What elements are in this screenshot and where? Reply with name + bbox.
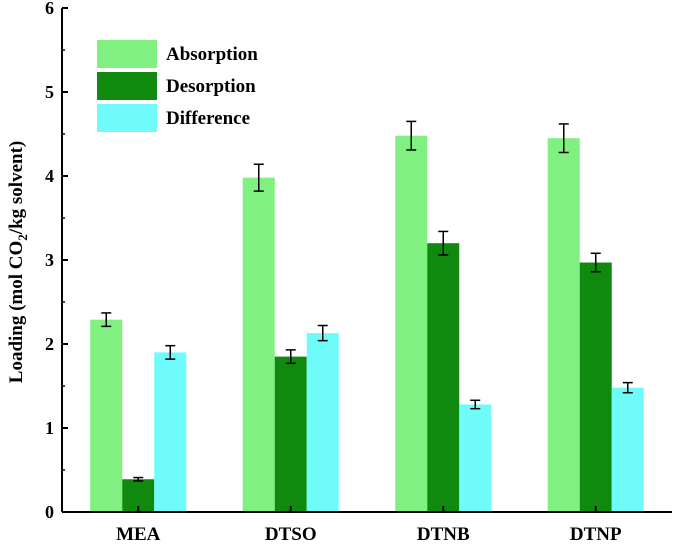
y-axis-title-part2: /kg solvent) bbox=[6, 141, 27, 235]
y-tick-label: 6 bbox=[45, 0, 54, 18]
y-tick-label: 5 bbox=[45, 82, 54, 102]
y-axis-ticks: 0 1 2 3 4 5 6 bbox=[45, 0, 68, 522]
y-axis-title: Loading (mol CO2/kg solvent) bbox=[6, 141, 30, 383]
legend: Absorption Desorption Difference bbox=[97, 40, 258, 132]
bar-absorption-dtnb bbox=[395, 135, 428, 512]
y-tick-label: 0 bbox=[45, 502, 54, 522]
bar-absorption-dtso bbox=[242, 177, 275, 512]
y-tick-label: 1 bbox=[45, 418, 54, 438]
legend-label-difference: Difference bbox=[166, 108, 250, 129]
legend-swatch-desorption bbox=[97, 72, 157, 100]
legend-label-desorption: Desorption bbox=[166, 76, 256, 97]
bar-desorption-dtnb bbox=[427, 243, 460, 512]
x-tick-label: DTNP bbox=[570, 524, 622, 545]
bar-difference-dtnb bbox=[459, 404, 492, 512]
bar-difference-mea bbox=[154, 352, 187, 512]
y-tick-label: 3 bbox=[45, 250, 54, 270]
bars bbox=[90, 135, 644, 512]
x-axis-ticks: MEA DTSO DTNB DTNP bbox=[116, 506, 622, 545]
legend-swatch-difference bbox=[97, 104, 157, 132]
error-bars bbox=[101, 120, 633, 482]
x-tick-label: DTSO bbox=[265, 524, 317, 545]
bar-absorption-mea bbox=[90, 319, 123, 512]
x-tick-label: DTNB bbox=[417, 524, 470, 545]
bar-absorption-dtnp bbox=[547, 138, 580, 512]
legend-swatch-absorption bbox=[97, 40, 157, 68]
y-tick-label: 4 bbox=[45, 166, 54, 186]
bar-difference-dtso bbox=[306, 333, 339, 512]
y-tick-label: 2 bbox=[45, 334, 54, 354]
y-axis-title-part1: Loading (mol CO bbox=[6, 241, 27, 384]
bar-difference-dtnp bbox=[611, 387, 644, 512]
legend-label-absorption: Absorption bbox=[166, 44, 258, 65]
y-axis-title-subscript: 2 bbox=[15, 234, 30, 241]
x-tick-label: MEA bbox=[116, 524, 161, 545]
bar-desorption-dtnp bbox=[579, 262, 612, 512]
bar-desorption-dtso bbox=[274, 356, 307, 512]
